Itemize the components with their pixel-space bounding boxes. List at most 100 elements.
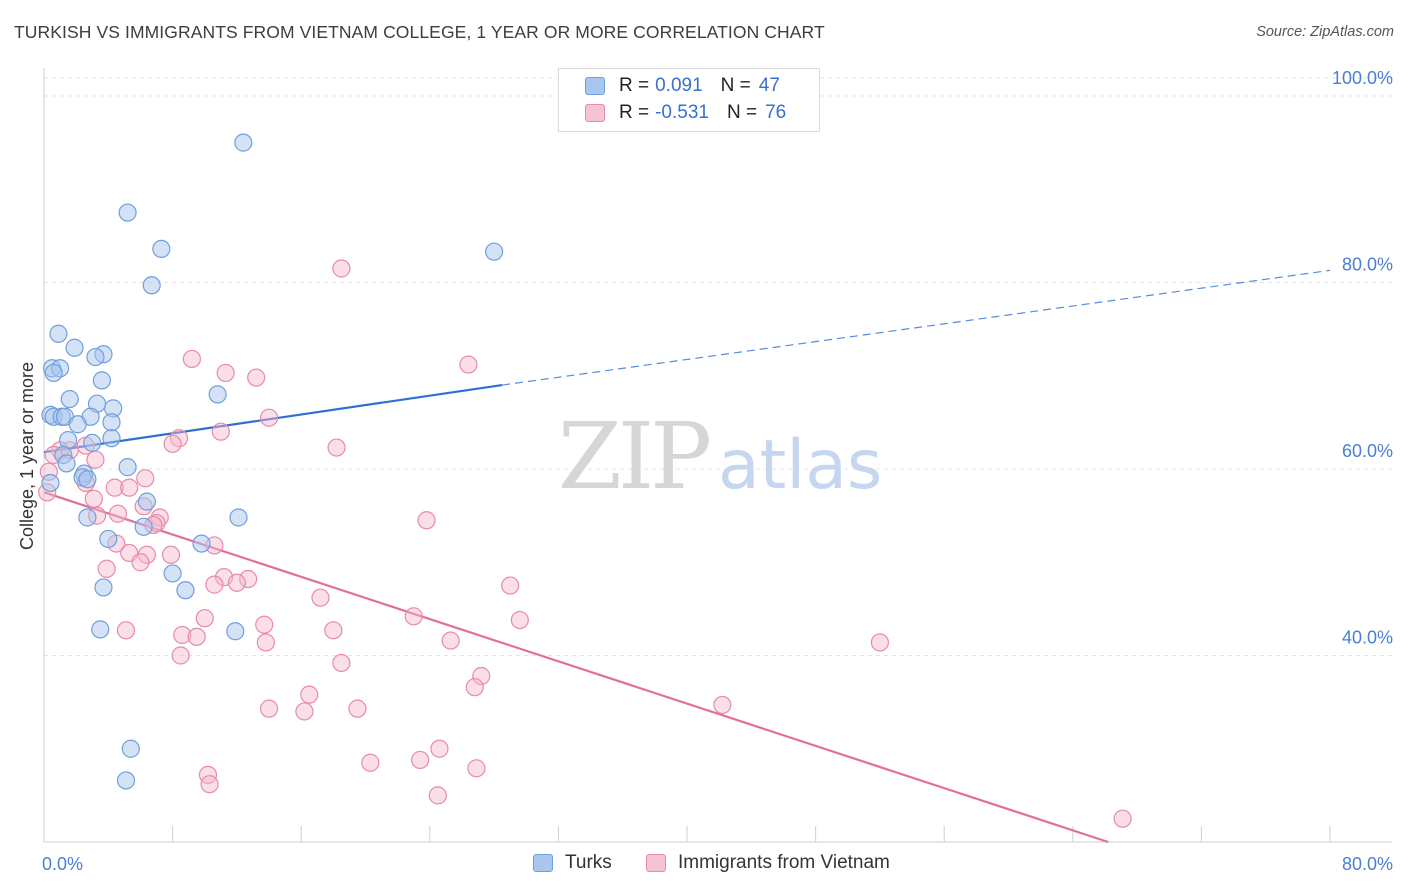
point-vietnam — [86, 450, 105, 469]
point-vietnam — [161, 545, 181, 564]
point-turks — [485, 242, 504, 261]
point-turks — [91, 620, 110, 639]
point-vietnam — [205, 575, 224, 594]
point-vietnam — [256, 633, 275, 652]
legend-n-label: N = — [720, 75, 751, 96]
point-vietnam — [459, 355, 478, 374]
bottom-legend-label-vietnam: Immigrants from Vietnam — [678, 852, 890, 873]
point-vietnam — [108, 504, 128, 523]
source-credit: Source: ZipAtlas.com — [1256, 24, 1394, 40]
x-tick-label: 0.0% — [42, 854, 83, 874]
point-turks — [163, 564, 182, 583]
point-vietnam — [332, 259, 351, 278]
point-turks — [134, 517, 153, 536]
watermark-zip: ZIP — [558, 403, 709, 510]
legend: R = 0.091 N = 47 R = -0.531 N = 76 — [558, 68, 820, 132]
point-vietnam — [198, 765, 218, 784]
bottom-legend: Turks Immigrants from Vietnam — [0, 852, 1406, 878]
point-turks — [102, 413, 121, 432]
point-turks — [60, 389, 79, 409]
point-vietnam — [131, 553, 150, 572]
point-vietnam — [332, 653, 351, 673]
legend-r-value: -0.531 — [655, 102, 709, 123]
point-vietnam — [295, 702, 314, 721]
point-turks — [192, 534, 211, 553]
point-vietnam — [404, 607, 423, 626]
point-turks — [176, 581, 195, 600]
point-vietnam — [428, 786, 447, 805]
legend-row-turks: R = 0.091 N = 47 — [585, 74, 780, 98]
point-vietnam — [84, 489, 103, 508]
point-vietnam — [1113, 809, 1132, 828]
legend-n-value: 47 — [758, 75, 780, 96]
legend-r-label: R = — [619, 102, 650, 123]
trend-turks-solid — [43, 383, 503, 454]
point-turks — [65, 338, 84, 357]
point-vietnam — [501, 576, 520, 595]
point-turks — [234, 133, 253, 152]
point-vietnam — [137, 545, 156, 564]
point-turks — [78, 508, 97, 527]
point-vietnam — [259, 408, 279, 427]
trend-turks-dashed — [502, 269, 1331, 386]
point-turks — [99, 529, 118, 549]
watermark-atlas: atlas — [718, 426, 882, 505]
point-vietnam — [411, 750, 430, 770]
point-turks — [137, 492, 156, 511]
point-turks — [78, 470, 97, 489]
point-vietnam — [216, 363, 235, 383]
point-turks — [116, 771, 136, 790]
bottom-legend-turks: Turks — [533, 852, 612, 874]
point-vietnam — [116, 621, 136, 640]
point-turks — [118, 458, 137, 477]
y-tick-label: 60.0% — [1342, 441, 1393, 461]
bottom-legend-vietnam: Immigrants from Vietnam — [646, 852, 890, 874]
watermark: ZIP atlas — [558, 403, 882, 510]
point-turks — [92, 371, 111, 390]
axes — [43, 68, 1392, 843]
point-vietnam — [211, 422, 230, 441]
point-vietnam — [163, 434, 182, 453]
point-vietnam — [510, 610, 529, 630]
point-vietnam — [348, 699, 367, 718]
chart-title: TURKISH VS IMMIGRANTS FROM VIETNAM COLLE… — [14, 22, 825, 42]
y-axis-label: College, 1 year or more — [17, 362, 37, 550]
point-vietnam — [195, 609, 214, 628]
point-vietnam — [187, 627, 206, 646]
point-turks — [229, 508, 248, 527]
y-tick-label: 80.0% — [1342, 254, 1393, 274]
point-turks — [68, 415, 87, 434]
x-tick-label: 80.0% — [1342, 854, 1393, 874]
point-vietnam — [441, 631, 460, 650]
tick-labels: 40.0% 60.0% 80.0% 100.0% 0.0% 80.0% — [42, 68, 1393, 874]
y-tick-label: 40.0% — [1342, 627, 1393, 647]
point-vietnam — [171, 646, 190, 665]
point-turks — [118, 203, 137, 222]
trend-line-turks — [43, 269, 1331, 454]
point-vietnam — [467, 759, 486, 778]
point-turks — [142, 276, 161, 295]
bottom-legend-swatch-turks — [533, 854, 553, 872]
point-turks — [83, 433, 102, 452]
point-vietnam — [472, 666, 491, 686]
legend-swatch-vietnam — [585, 104, 605, 122]
point-vietnam — [327, 438, 346, 457]
point-vietnam — [227, 573, 246, 592]
points-turks — [41, 133, 504, 790]
point-vietnam — [465, 678, 484, 697]
point-turks — [49, 324, 68, 343]
legend-row-vietnam: R = -0.531 N = 76 — [585, 101, 786, 125]
point-vietnam — [239, 569, 258, 589]
legend-n-label: N = — [726, 102, 758, 123]
point-vietnam — [182, 349, 201, 369]
legend-swatch-turks — [585, 77, 605, 95]
bottom-legend-swatch-vietnam — [646, 854, 666, 872]
point-vietnam — [136, 469, 155, 488]
point-turks — [57, 454, 76, 473]
y-tick-label: 100.0% — [1332, 68, 1393, 88]
point-vietnam — [97, 559, 116, 578]
point-vietnam — [713, 695, 732, 715]
point-vietnam — [120, 478, 139, 497]
point-vietnam — [300, 685, 319, 704]
